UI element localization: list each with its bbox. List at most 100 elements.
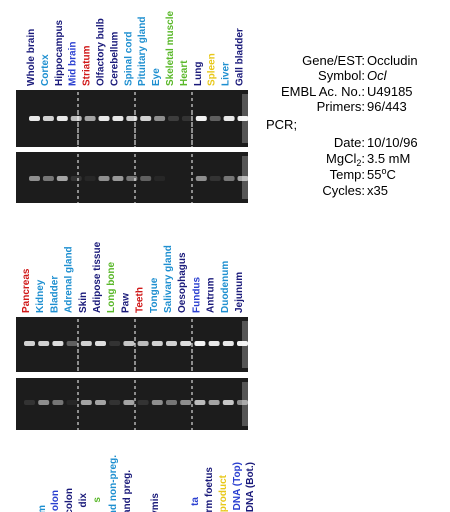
lane-label: olon bbox=[50, 490, 61, 511]
band bbox=[95, 341, 106, 346]
band bbox=[168, 116, 179, 121]
band bbox=[38, 341, 50, 346]
band bbox=[123, 400, 135, 405]
colon: : bbox=[361, 151, 365, 166]
band bbox=[66, 341, 78, 346]
band bbox=[80, 341, 92, 346]
info: Gene/EST: Occludin Symbol: Ocl EMBL Ac. … bbox=[266, 53, 418, 198]
band bbox=[166, 341, 177, 346]
lane-label: Mid brain bbox=[68, 42, 79, 86]
lane-label: n DNA (Top) bbox=[232, 462, 243, 512]
key: MgCl2: bbox=[326, 151, 365, 168]
lane-label: Adrenal gland bbox=[64, 246, 75, 313]
lane-label: Tongue bbox=[149, 277, 160, 313]
lane-label: Fundus bbox=[191, 276, 202, 313]
band bbox=[38, 400, 50, 405]
band bbox=[154, 176, 166, 181]
superscript: o bbox=[381, 166, 386, 176]
lane-label: Paw bbox=[120, 293, 131, 313]
band bbox=[109, 400, 121, 405]
lane-label: Hippocampus bbox=[54, 19, 65, 86]
band bbox=[56, 116, 68, 121]
band bbox=[237, 341, 248, 346]
lane-label: Spinal cord bbox=[123, 32, 134, 86]
lane-label: ta bbox=[190, 497, 201, 506]
band bbox=[42, 176, 54, 181]
lane-label: Salivary gland bbox=[163, 245, 174, 313]
band bbox=[137, 341, 149, 346]
lane-label: Gall bladder bbox=[235, 28, 246, 86]
band bbox=[181, 116, 193, 121]
lane-label: Adipose tissue bbox=[92, 241, 103, 313]
band bbox=[237, 400, 248, 405]
band bbox=[52, 341, 64, 346]
lane-label: Spleen bbox=[207, 53, 218, 86]
value: 10/10/96 bbox=[367, 135, 418, 150]
key: Date: bbox=[334, 135, 365, 150]
band bbox=[209, 176, 221, 181]
band bbox=[209, 116, 221, 121]
band bbox=[112, 116, 124, 121]
band bbox=[84, 116, 96, 121]
band bbox=[140, 116, 152, 121]
band bbox=[56, 176, 68, 181]
band bbox=[151, 400, 163, 405]
band bbox=[126, 116, 138, 121]
value: 55 bbox=[367, 167, 381, 182]
lane-label: DNA (Bot.) bbox=[245, 462, 256, 512]
lane-label: Heart bbox=[179, 60, 190, 86]
lane-label: Bladder bbox=[49, 276, 60, 313]
band bbox=[98, 176, 110, 181]
lane-label: Olfactory bulb bbox=[96, 18, 107, 86]
lane-label: Skin bbox=[78, 292, 89, 313]
band bbox=[70, 116, 82, 121]
unit: C bbox=[386, 167, 395, 182]
band bbox=[166, 400, 177, 405]
lane-label: Duodenum bbox=[220, 261, 231, 313]
band bbox=[222, 341, 234, 346]
lane-label: Jejunum bbox=[234, 272, 245, 313]
band bbox=[84, 176, 96, 181]
band bbox=[109, 341, 121, 346]
band bbox=[180, 400, 192, 405]
band bbox=[223, 116, 235, 121]
lane-label: Cerebellum bbox=[109, 31, 120, 86]
band bbox=[154, 116, 166, 121]
value: 96/443 bbox=[367, 99, 407, 114]
key: MgCl bbox=[326, 151, 356, 166]
band bbox=[194, 341, 206, 346]
band bbox=[223, 176, 235, 181]
band bbox=[140, 176, 152, 181]
lane-label: Antrum bbox=[206, 277, 217, 313]
band bbox=[24, 341, 35, 346]
band bbox=[151, 341, 163, 346]
lane-label: Oesophagus bbox=[177, 252, 188, 313]
lane-label: colon bbox=[64, 488, 75, 512]
gel bbox=[16, 152, 248, 203]
key: Symbol: bbox=[318, 68, 365, 83]
band bbox=[208, 341, 220, 346]
band bbox=[137, 400, 149, 405]
band bbox=[80, 400, 92, 405]
value: 55oC bbox=[367, 166, 396, 182]
lane-label: dix bbox=[78, 493, 89, 508]
key: EMBL Ac. No.: bbox=[281, 84, 365, 99]
band bbox=[123, 341, 135, 346]
band bbox=[208, 400, 220, 405]
band bbox=[195, 116, 207, 121]
subscript: 2 bbox=[356, 158, 361, 168]
lane-label: Pancreas bbox=[21, 268, 32, 313]
band bbox=[95, 400, 106, 405]
pcr: PCR; bbox=[266, 117, 297, 132]
value: U49185 bbox=[367, 84, 413, 99]
lane-label: Eye bbox=[151, 68, 162, 86]
lane-label: rm foetus bbox=[204, 467, 215, 512]
band bbox=[195, 176, 207, 181]
value: Occludin bbox=[367, 53, 418, 68]
lane-label: s bbox=[92, 497, 103, 503]
band bbox=[222, 400, 234, 405]
key: Cycles: bbox=[322, 183, 365, 198]
band bbox=[70, 176, 82, 181]
